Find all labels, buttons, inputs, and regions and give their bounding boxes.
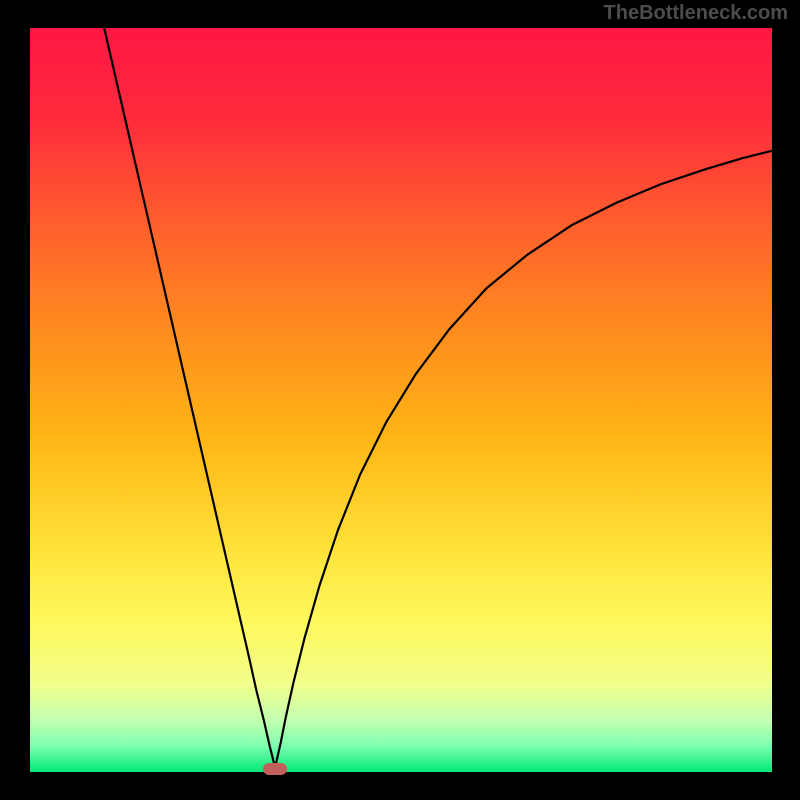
watermark-text: TheBottleneck.com (604, 2, 788, 25)
curve-path (104, 28, 772, 768)
plot-area (30, 28, 772, 772)
bottleneck-curve (30, 28, 772, 772)
chart-container: TheBottleneck.com (0, 0, 800, 800)
optimum-marker (263, 763, 287, 775)
